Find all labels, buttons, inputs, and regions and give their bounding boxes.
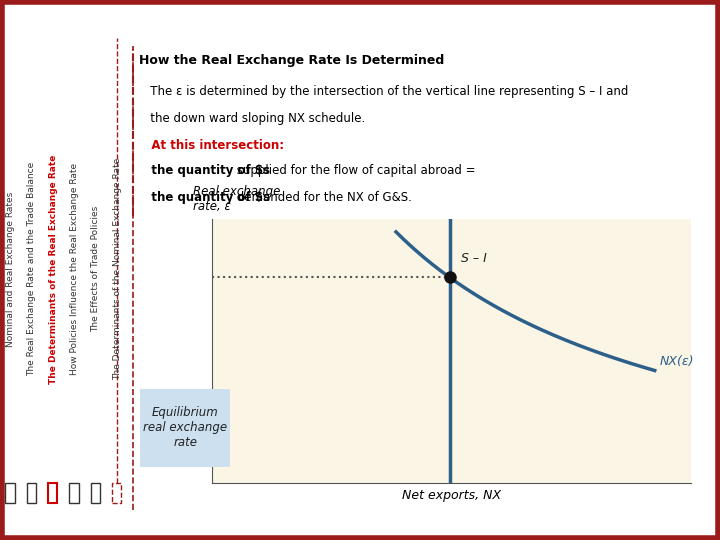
Text: How Policies Influence the Real Exchange Rate: How Policies Influence the Real Exchange… [70, 163, 79, 375]
Text: 6-3 Exchange Rates: 6-3 Exchange Rates [11, 13, 258, 33]
Bar [112, 483, 121, 503]
Text: supplied for the flow of capital abroad =: supplied for the flow of capital abroad … [233, 164, 476, 177]
Text: the quantity of $s: the quantity of $s [139, 164, 270, 177]
Text: Equilibrium
real exchange
rate: Equilibrium real exchange rate [143, 407, 228, 449]
Text: Real exchange
rate, ε: Real exchange rate, ε [193, 185, 281, 213]
Text: The ε is determined by the intersection of the vertical line representing S – I : The ε is determined by the intersection … [139, 85, 629, 98]
Bar [48, 483, 58, 503]
FancyBboxPatch shape [138, 387, 232, 469]
Text: S – I: S – I [461, 252, 487, 266]
Text: How the Real Exchange Rate Is Determined: How the Real Exchange Rate Is Determined [139, 53, 444, 66]
Text: the quantity of $s: the quantity of $s [139, 191, 270, 204]
Text: The Effects of Trade Policies: The Effects of Trade Policies [91, 206, 100, 333]
Bar [91, 483, 100, 503]
Text: The Real Exchange Rate and the Trade Balance: The Real Exchange Rate and the Trade Bal… [27, 162, 37, 376]
Text: Nominal and Real Exchange Rates: Nominal and Real Exchange Rates [6, 192, 15, 347]
Bar [69, 483, 78, 503]
Bar [5, 483, 14, 503]
Bar [27, 483, 36, 503]
Text: the down ward sloping NX schedule.: the down ward sloping NX schedule. [139, 112, 365, 125]
Text: NX(ε): NX(ε) [660, 355, 694, 368]
Text: The Determinants of the Real Exchange Rate: The Determinants of the Real Exchange Ra… [49, 154, 58, 384]
X-axis label: Net exports, NX: Net exports, NX [402, 489, 501, 502]
Text: demanded for the NX of G&S.: demanded for the NX of G&S. [233, 191, 413, 204]
Text: At this intersection:: At this intersection: [139, 139, 284, 152]
Text: The Determinants of the Nominal Exchange Rate: The Determinants of the Nominal Exchange… [113, 158, 122, 381]
